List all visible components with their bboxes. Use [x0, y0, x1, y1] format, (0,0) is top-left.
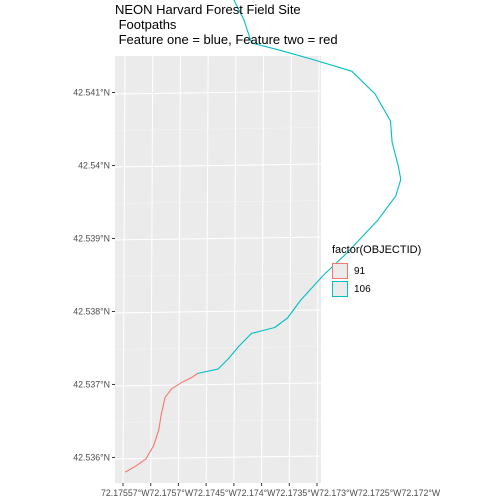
legend-item-91: 91	[332, 262, 421, 280]
chart-title: NEON Harvard Forest Field Site	[115, 2, 301, 17]
y-tick-label: 42.541°N	[73, 87, 110, 97]
chart-subtitle-1: Footpaths	[115, 17, 176, 32]
legend-key-91	[332, 263, 348, 279]
y-tick-label: 42.539°N	[73, 233, 110, 243]
y-tick-label: 42.54°N	[78, 160, 110, 170]
y-tick-label: 42.537°N	[73, 379, 110, 389]
y-tick-label: 42.538°N	[73, 306, 110, 316]
legend-key-106	[332, 281, 348, 297]
legend-title: factor(OBJECTID)	[332, 244, 421, 256]
legend-item-106: 106	[332, 280, 421, 298]
y-tick-label: 42.536°N	[73, 452, 110, 462]
chart-subtitle-2: Feature one = blue, Feature two = red	[115, 32, 338, 47]
x-tick-labels: 72.17557°W72.1757°W72.1745°W72.174°W72.1…	[101, 488, 441, 498]
y-axis: 42.536°N 42.537°N 42.538°N 42.539°N 42.54°N 4…	[73, 87, 115, 462]
legend-label-91: 91	[354, 266, 365, 277]
legend-label-106: 106	[354, 284, 371, 295]
legend: factor(OBJECTID) 91 106	[332, 244, 421, 298]
x-axis: 72.17557°W72.1757°W72.1745°W72.174°W72.1…	[101, 483, 441, 498]
